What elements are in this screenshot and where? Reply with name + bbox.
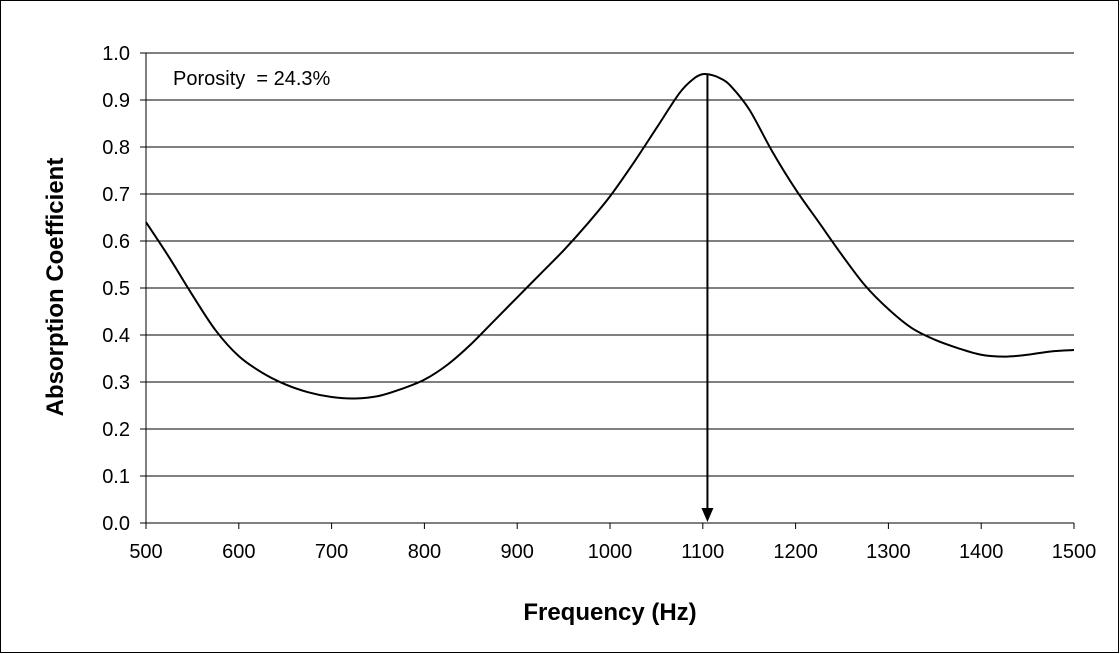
- y-tick-label: 0.8: [102, 137, 130, 159]
- y-tick-label: 0.1: [102, 466, 130, 488]
- y-tick-label: 1.0: [102, 43, 130, 65]
- absorption-series-line: [145, 72, 1075, 400]
- ticks-layer: 0.0 0.1 0.2 0.3 0.4 0.5 0.6 0.7 0.8 0.9 1.0 500 600 7…: [102, 43, 1096, 563]
- arrow-layer: [701, 74, 714, 522]
- y-tick-label: 0.0: [102, 513, 130, 535]
- x-tick-label: 500: [129, 541, 162, 563]
- y-axis-title: Absorption Coefficient: [42, 158, 69, 417]
- x-tick-label: 700: [315, 541, 348, 563]
- x-tick-label: 1500: [1052, 541, 1097, 563]
- x-tick-label: 600: [222, 541, 255, 563]
- y-tick-label: 0.6: [102, 231, 130, 253]
- y-tick-label: 0.2: [102, 419, 130, 441]
- x-tick-label: 1000: [588, 541, 633, 563]
- grid-layer: [146, 52, 1074, 477]
- y-tick-label: 0.3: [102, 372, 130, 394]
- porosity-annotation: Porosity = 24.3%: [173, 68, 331, 90]
- x-tick-label: 900: [501, 541, 534, 563]
- y-tick-label: 0.7: [102, 184, 130, 206]
- x-axis-title: Frequency (Hz): [523, 599, 696, 626]
- series-layer: [145, 72, 1075, 400]
- x-tick-label: 1200: [773, 541, 818, 563]
- y-tick-label: 0.4: [102, 325, 130, 347]
- x-tick-label: 800: [408, 541, 441, 563]
- peak-arrow-head: [701, 508, 714, 522]
- y-tick-label: 0.5: [102, 278, 130, 300]
- x-tick-label: 1300: [866, 541, 911, 563]
- y-tick-label: 0.9: [102, 90, 130, 112]
- x-tick-label: 1100: [681, 541, 724, 563]
- x-tick-label: 1400: [959, 541, 1004, 563]
